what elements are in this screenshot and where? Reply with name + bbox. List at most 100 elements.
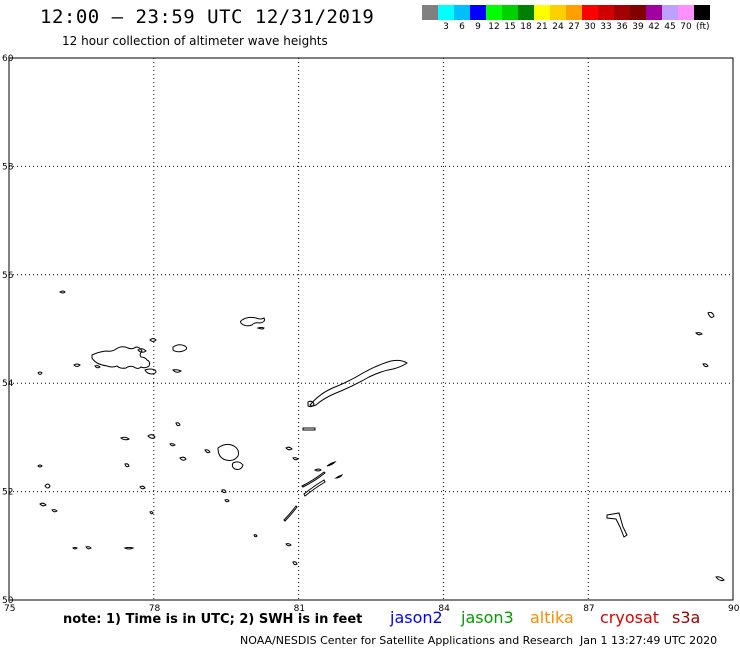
colorbar-swatch [454,5,470,20]
lake-outline [37,371,43,375]
lake-outline [334,474,344,479]
colorbar-label: 9 [475,22,481,32]
longitude-label: 87 [583,604,594,614]
latitude-label: 56 [2,271,14,281]
lake-outline [51,509,58,513]
lake-outline [231,461,244,470]
colorbar-swatch [518,5,534,20]
lake-outline [179,456,187,461]
lake-outline [302,427,316,431]
lake-outline [301,471,326,488]
lake-outline [37,464,43,468]
colorbar-labels: 3 6 9 12 15 18 21 24 27 30 33 36 39 42 45 70 (ft) [422,22,709,32]
lake-outline [707,311,715,318]
lake-outline [292,561,298,566]
lake-outline [94,365,101,369]
lake-outline [91,346,151,369]
lake-outline [172,369,182,373]
lake-outline [303,479,326,497]
lake-outline [283,505,298,522]
colorbar-label: 15 [504,22,516,32]
lake-outline [149,511,154,515]
colorbar-label: 21 [536,22,548,32]
lake-outline [44,483,51,489]
lake-outline [240,316,265,327]
colorbar-swatch [630,5,646,20]
lake-outline [695,332,703,336]
colorbar-label: 24 [552,22,564,32]
colorbar-label: 70 [680,22,692,32]
legend-s3a: s3a [672,608,701,627]
colorbar-label: 36 [616,22,628,32]
lake-outline [253,534,258,538]
lake-outline [314,468,322,472]
colorbar-label: 18 [520,22,532,32]
legend-altika: altika [530,608,574,627]
latitude-label: 52 [2,488,13,498]
colorbar-swatch [646,5,662,20]
lake-outline [120,436,130,441]
colorbar-swatch [598,5,614,20]
legend-jason2: jason2 [390,608,443,627]
colorbar-swatch [566,5,582,20]
longitude-label: 84 [438,604,450,614]
lake-outline [221,489,227,494]
colorbar-swatch [470,5,486,20]
lake-outline [137,348,147,353]
latitude-label: 60 [2,54,14,64]
lake-outline [175,422,181,427]
credit-text: NOAA/NESDIS Center for Satellite Applica… [240,634,574,647]
legend-cryosat: cryosat [600,608,660,627]
lake-outline [285,543,292,547]
page-subtitle: 12 hour collection of altimeter wave hei… [62,34,328,48]
latitude-labels: 60 58 56 54 52 50 [2,54,14,606]
latitude-label: 50 [2,596,14,606]
latitude-label: 54 [2,379,14,389]
longitude-label: 75 [4,604,15,614]
legend-jason3: jason3 [461,608,514,627]
lake-outline [85,546,92,550]
lake-outline [124,463,130,468]
lake-outline [73,363,81,367]
timestamp: Jan 1 13:27:49 UTC 2020 [580,634,718,647]
lake-outline [224,499,230,503]
lake-outline [169,443,176,447]
colorbar-label: 45 [664,22,676,32]
colorbar-label: 12 [488,22,500,32]
lake-outline [606,512,628,538]
colorbar-label: 30 [584,22,596,32]
lake-outline [715,576,725,582]
colorbar [422,5,710,20]
lake-outline [217,443,239,461]
colorbar-swatch [486,5,502,20]
colorbar-label: 33 [600,22,612,32]
footer-note: note: 1) Time is in UTC; 2) SWH is in fe… [63,612,363,627]
colorbar-swatch [534,5,550,20]
graticule [9,58,733,600]
colorbar-label: 39 [632,22,644,32]
colorbar-swatch [438,5,454,20]
lake-outline [39,502,47,507]
longitude-label: 81 [294,604,305,614]
lake-outline [204,449,211,454]
colorbar-label: 27 [568,22,580,32]
lake-outline [139,485,146,490]
longitude-label: 78 [149,604,161,614]
lake-outline [59,290,66,294]
lake-outline [309,359,408,407]
lake-outline [326,461,337,467]
longitude-labels: 75 78 81 84 87 90 [4,604,740,614]
colorbar-swatch [662,5,678,20]
lake-outline [149,338,157,342]
page-title: 12:00 — 23:59 UTC 12/31/2019 [40,6,375,28]
colorbar-swatch [582,5,598,20]
colorbar-swatch [422,5,438,20]
lake-outline [147,434,156,439]
colorbar-swatch [614,5,630,20]
colorbar-swatch [550,5,566,20]
lake-outline [256,327,265,330]
lake-outlines [37,290,725,582]
colorbar-swatch [694,5,710,20]
lake-outline [144,368,157,375]
